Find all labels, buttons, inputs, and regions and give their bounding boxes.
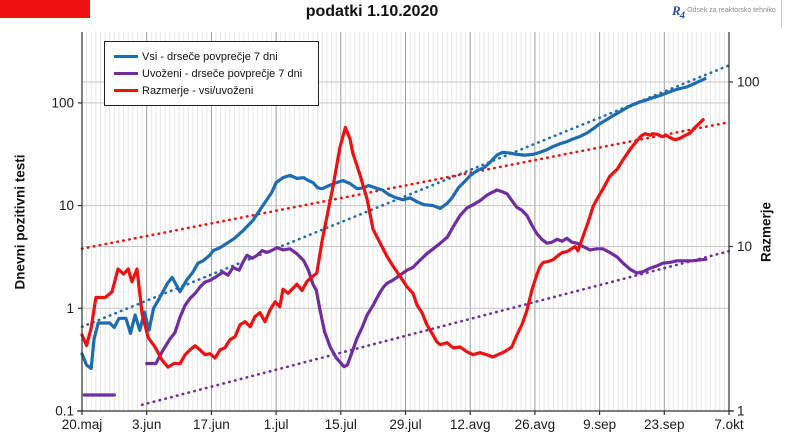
series-trend-razmerje [80,120,731,250]
x-tick-label: 7.okt [714,417,744,432]
legend-label-razmerje: Razmerje - vsi/uvoženi [142,84,254,97]
x-tick-label: 23.sep [644,417,685,432]
x-tick-label: 3.jun [132,417,161,432]
y-right-tick-label: 10 [737,239,752,254]
x-tick-label: 26.avg [515,417,556,432]
r4-logo: R4 Odsek za reaktorsko tehniko [672,2,782,28]
x-tick-label: 1.jul [264,417,289,432]
legend: Vsi - drseče povprečje 7 dni Uvoženi - d… [104,41,319,106]
y-right-tick-label: 100 [737,75,760,90]
x-tick-label: 12.avg [450,417,491,432]
chart-title: podatki 1.10.2020 [305,3,439,20]
x-tick-label: 20.maj [62,417,103,432]
legend-line-sample-uvozeni [114,71,138,76]
series-razmerje [80,118,705,369]
institute-logo-block [0,0,90,18]
x-tick-label: 15.jul [325,417,357,432]
left-axis-title: Dnevni pozitivni testi [12,154,28,290]
legend-line-sample-razmerje [114,88,138,93]
x-tick-label: 9.sep [583,417,616,432]
series-trend-vsi [80,64,731,329]
right-axis-title: Razmerje [758,201,774,263]
legend-item-vsi: Vsi - drseče povprečje 7 dni [114,48,309,65]
legend-label-uvozeni: Uvoženi - drseče povprečje 7 dni [142,67,303,80]
r4-logo-icon: R4 [672,3,685,22]
y-right-tick-label: 1 [737,404,745,419]
legend-item-razmerje: Razmerje - vsi/uvoženi [114,82,309,99]
y-left-tick-label: 1 [66,301,74,316]
series-trend-uvozeni [140,249,731,407]
series-uvozeni [145,188,708,369]
x-tick-label: 17.jun [193,417,230,432]
y-left-tick-label: 100 [51,95,74,110]
logo-divider [781,0,782,28]
series-vsi [80,77,707,370]
legend-item-uvozeni: Uvoženi - drseče povprečje 7 dni [114,65,309,82]
x-tick-label: 29.jul [389,417,421,432]
r4-logo-text: Odsek za reaktorsko tehniko [687,7,776,14]
y-left-tick-label: 10 [59,198,74,213]
legend-label-vsi: Vsi - drseče povprečje 7 dni [142,50,278,63]
y-left-tick-label: 0.1 [55,404,74,419]
legend-line-sample-vsi [114,54,138,59]
